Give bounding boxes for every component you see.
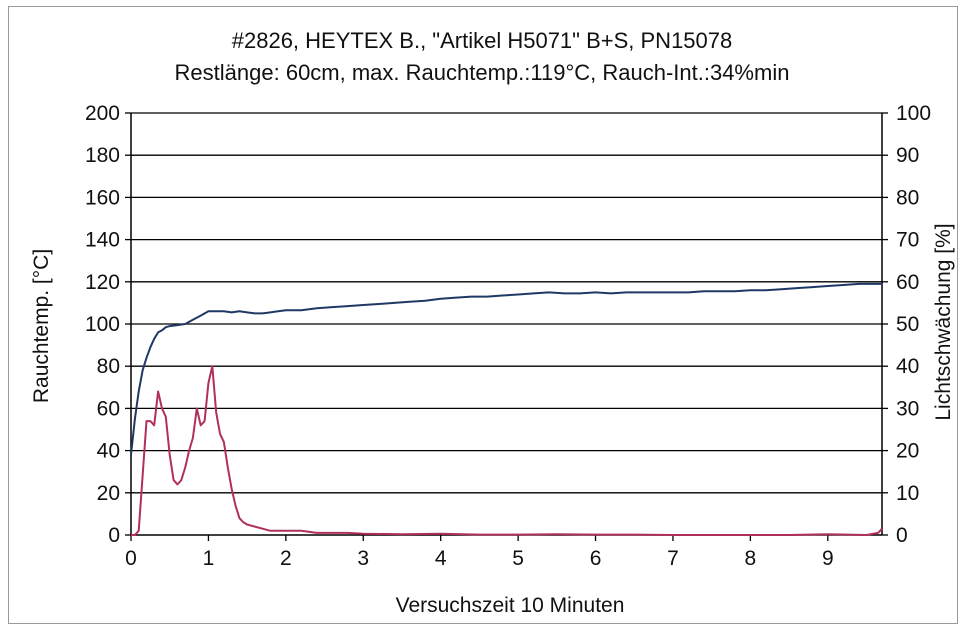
y-right-tick-label: 0 [896, 524, 908, 547]
chart-title: #2826, HEYTEX B., "Artikel H5071" B+S, P… [232, 28, 733, 53]
y-left-tick-label: 100 [85, 313, 120, 336]
y-right-tick-label: 70 [896, 229, 919, 252]
grid-lines [131, 112, 882, 494]
y-axis-left-title: Rauchtemp. [°C] [30, 249, 53, 403]
y-right-tick-label: 50 [896, 313, 919, 336]
x-tick-label: 8 [745, 547, 757, 570]
y-right-tick-label: 90 [896, 144, 919, 167]
x-tick-label: 9 [822, 547, 834, 570]
x-tick-label: 6 [590, 547, 602, 570]
y-right-tick-label: 80 [896, 186, 919, 209]
y-right-tick-label: 10 [896, 482, 919, 505]
y-left-tick-label: 160 [85, 186, 120, 209]
y-left-tick-label: 140 [85, 229, 120, 252]
x-tick-label: 3 [357, 547, 369, 570]
y-right-tick-label: 100 [896, 102, 931, 125]
x-tick-label: 7 [667, 547, 679, 570]
y-left-tick-label: 120 [85, 271, 120, 294]
y-right-tick-label: 40 [896, 355, 919, 378]
y-right-tick-label: 20 [896, 440, 919, 463]
tick-labels: 0204060801001201401601802000102030405060… [85, 102, 931, 570]
x-tick-label: 5 [512, 547, 524, 570]
y-left-tick-label: 60 [97, 397, 120, 420]
y-left-tick-label: 20 [97, 482, 120, 505]
y-left-tick-label: 40 [97, 440, 120, 463]
chart-frame [8, 6, 958, 624]
y-left-tick-label: 200 [85, 102, 120, 125]
light-attenuation-line [131, 365, 883, 536]
x-axis-title: Versuchszeit 10 Minuten [396, 594, 625, 617]
y-axis-right-title: Lichtschwächung [%] [932, 223, 955, 420]
x-tick-label: 1 [203, 547, 215, 570]
smoke-temperature-line [130, 282, 882, 455]
axes [125, 112, 888, 541]
y-left-tick-label: 80 [97, 355, 120, 378]
y-left-tick-label: 180 [85, 144, 120, 167]
x-tick-label: 4 [435, 547, 447, 570]
y-left-tick-label: 0 [108, 524, 120, 547]
y-right-tick-label: 60 [896, 271, 919, 294]
series-lines [130, 282, 883, 536]
x-tick-label: 0 [125, 547, 137, 570]
chart-subtitle: Restlänge: 60cm, max. Rauchtemp.:119°C, … [175, 60, 790, 85]
y-right-tick-label: 30 [896, 397, 919, 420]
x-tick-label: 2 [280, 547, 292, 570]
